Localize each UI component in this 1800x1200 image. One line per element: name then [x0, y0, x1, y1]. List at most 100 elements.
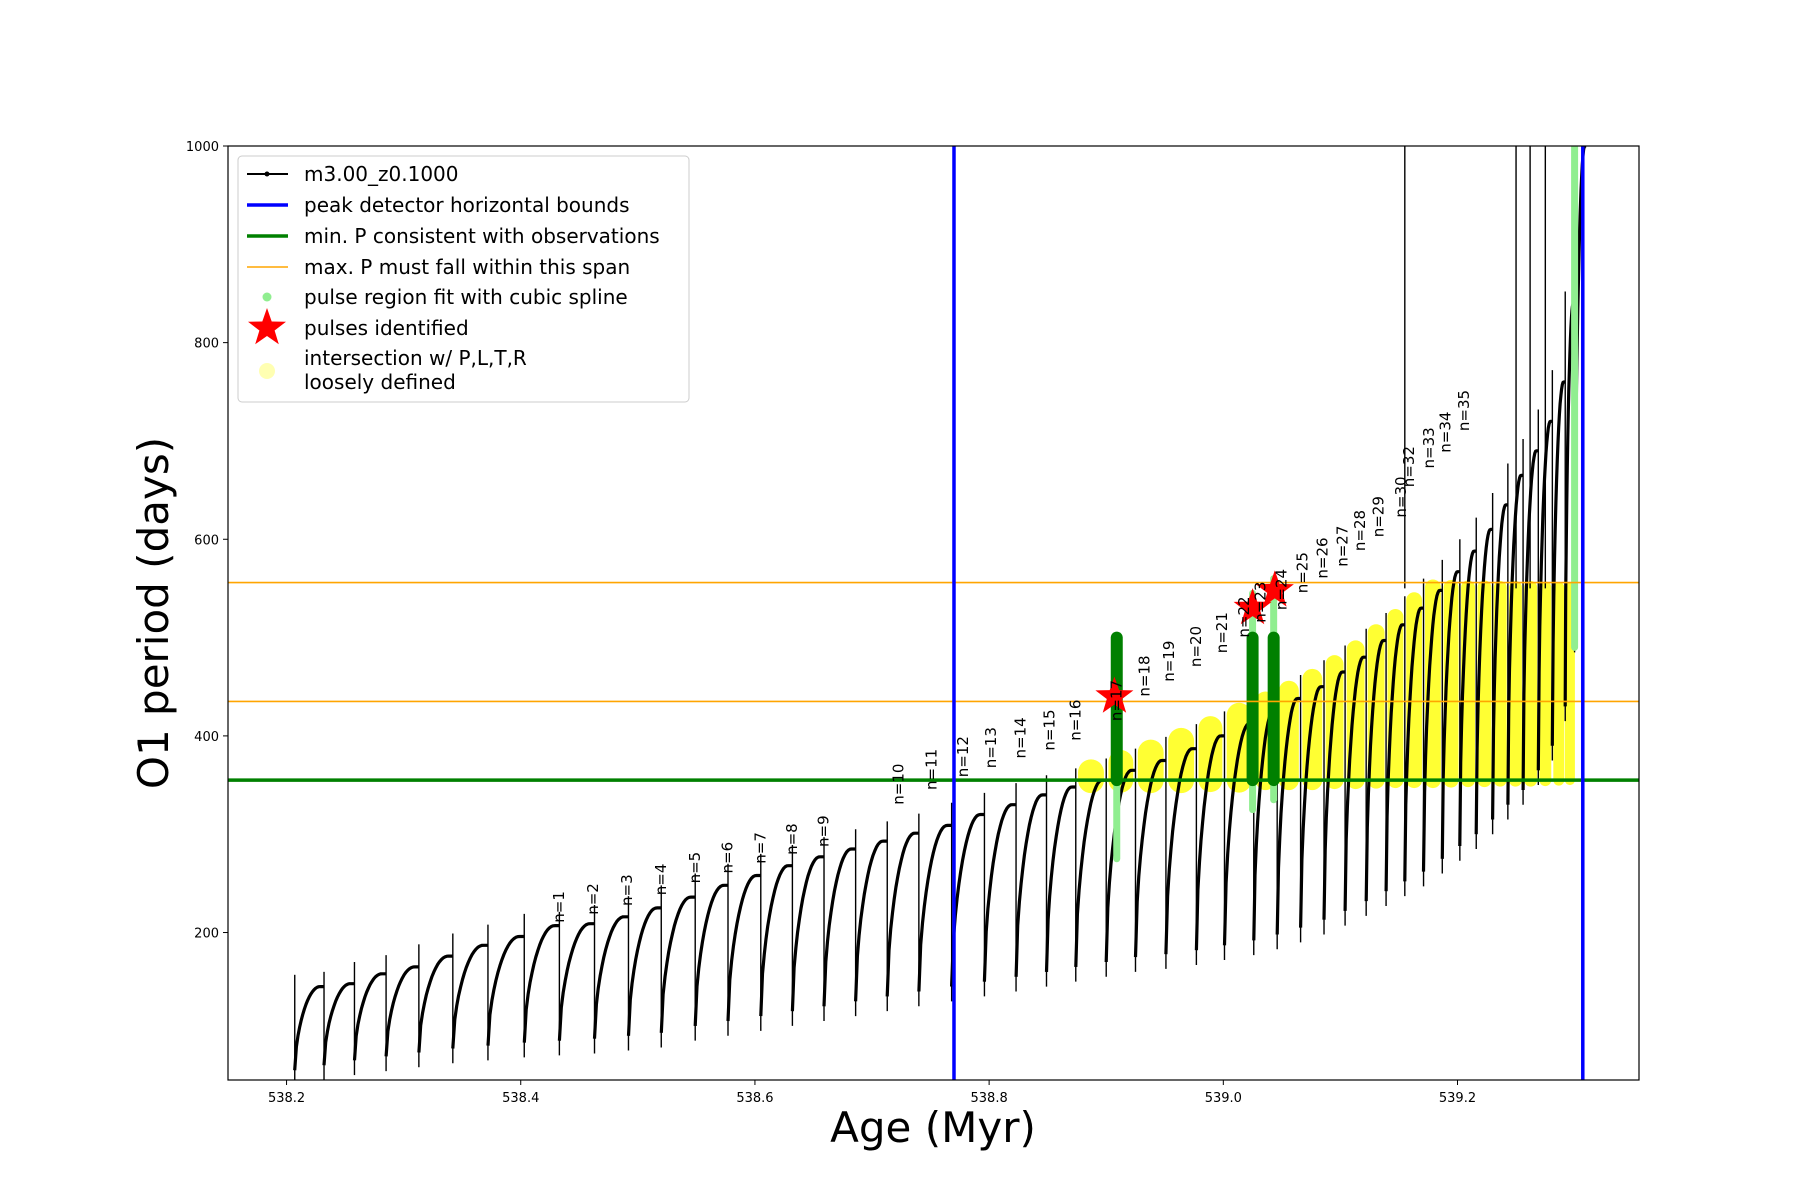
- pulse-label: n=33: [1420, 427, 1438, 468]
- pulse-label: n=15: [1041, 709, 1059, 750]
- plot-frame: [227, 145, 1640, 1081]
- pulse-star: [1255, 570, 1294, 607]
- track-segment: [592, 915, 629, 1039]
- pulse-label: n=22: [1235, 596, 1253, 637]
- y-tick-label: 600: [194, 533, 219, 548]
- pulse-label: n=1: [550, 891, 568, 923]
- track-segment: [322, 982, 355, 1066]
- y-tick-label: 800: [194, 337, 219, 352]
- track-segment: [486, 934, 524, 1046]
- pulse-label: n=23: [1252, 582, 1270, 623]
- pulse-label: n=27: [1333, 526, 1351, 567]
- track-segment: [451, 943, 488, 1049]
- x-tick-label: 538.8: [971, 1091, 1008, 1106]
- legend-label: intersection w/ P,L,T,R: [304, 346, 527, 370]
- legend-label: max. P must fall within this span: [304, 255, 630, 279]
- track-segment: [557, 922, 595, 1041]
- track-segment: [1458, 549, 1477, 847]
- pulse-star: [1095, 676, 1134, 713]
- track-segment: [982, 803, 1016, 982]
- pulse-label: n=7: [752, 832, 770, 864]
- track-segment: [522, 924, 559, 1043]
- track-segment: [1421, 588, 1443, 872]
- pulse-label: n=34: [1437, 412, 1455, 453]
- track-segment: [352, 972, 386, 1061]
- plot-area: [228, 146, 1639, 1080]
- track-segment: [1550, 380, 1566, 746]
- pulse-label: n=17: [1107, 680, 1125, 721]
- legend-label: peak detector horizontal bounds: [304, 193, 630, 217]
- track-segment: [854, 839, 887, 1002]
- axes: 538.2 538.4 538.6 538.8 539.0 539.2 200 400 600 8…: [186, 140, 1476, 1106]
- pulse-label: n=10: [890, 764, 908, 805]
- track-segment: [1384, 623, 1406, 892]
- track-segment: [1474, 527, 1494, 835]
- legend-box: [237, 155, 690, 403]
- pulse-label: n=29: [1370, 496, 1388, 537]
- track-segment: [384, 965, 419, 1057]
- pulse-label: n=5: [686, 852, 704, 884]
- legend-handle-intersection: [259, 363, 275, 379]
- pulse-label: n=14: [1011, 717, 1029, 758]
- track-segment: [790, 855, 824, 1012]
- x-tick-label: 538.4: [502, 1091, 539, 1106]
- pulse-label: n=18: [1136, 655, 1154, 696]
- x-tick-label: 539.2: [1439, 1091, 1476, 1106]
- track-segment: [726, 873, 761, 1022]
- track-segment: [1044, 785, 1076, 972]
- pulse-label: n=4: [652, 864, 670, 896]
- legend-handle-dot: [264, 171, 270, 177]
- pulse-label: n=11: [922, 749, 940, 790]
- pulse-label: n=19: [1160, 641, 1178, 682]
- pulse-label: n=32: [1400, 446, 1418, 487]
- track-segment: [1014, 793, 1047, 977]
- track-segment: [1275, 696, 1301, 935]
- track-segment: [1364, 638, 1387, 902]
- pulse-label: n=26: [1314, 537, 1332, 578]
- track-segment: [917, 823, 952, 992]
- x-tick-label: 538.2: [268, 1091, 305, 1106]
- pulse-label: n=25: [1294, 552, 1312, 593]
- track-segment: [417, 954, 453, 1053]
- y-axis-title: O1 period (days): [129, 437, 178, 789]
- pulse-label: n=16: [1067, 700, 1085, 741]
- pulse-star: [1233, 588, 1272, 625]
- track-segment: [693, 883, 728, 1026]
- legend-label: pulses identified: [304, 316, 469, 340]
- pulse-label: n=9: [815, 815, 833, 847]
- track-segment: [1491, 503, 1509, 820]
- y-tick-label: 200: [194, 927, 219, 942]
- legend-label: m3.00_z0.1000: [304, 162, 459, 186]
- x-tick-label: 538.6: [736, 1091, 773, 1106]
- pulse-label: n=35: [1455, 390, 1473, 431]
- track-segment: [293, 985, 324, 1071]
- pulse-label: n=13: [982, 727, 1000, 768]
- pulse-label: n=24: [1273, 569, 1291, 610]
- pulse-label: n=12: [954, 736, 972, 777]
- pulse-label: n=21: [1213, 612, 1231, 653]
- y-tick-label: 1000: [186, 140, 219, 155]
- track-segment: [1403, 606, 1424, 882]
- track-segment: [626, 906, 661, 1036]
- legend-label: pulse region fit with cubic spline: [304, 285, 628, 309]
- track-segment: [1164, 747, 1197, 955]
- track-segment: [1104, 768, 1136, 963]
- y-tick-label: 400: [194, 730, 219, 745]
- pulse-labels: n=1 n=2 n=3 n=4 n=5 n=6 n=7 n=8 n=9 n=10 n=11 n=12 n…: [550, 390, 1473, 923]
- track-segment: [822, 847, 856, 1007]
- pulse-label: n=28: [1351, 510, 1369, 551]
- pulse-label: n=8: [783, 823, 801, 855]
- pulse-label: n=6: [719, 842, 737, 874]
- track-segment: [885, 831, 919, 997]
- pulse-label: n=20: [1187, 626, 1205, 667]
- track-segment: [659, 895, 695, 1033]
- pulse-label: n=2: [584, 883, 602, 915]
- legend-handle-spline: [262, 292, 272, 302]
- legend-label: min. P consistent with observations: [304, 224, 660, 248]
- track-segment: [1194, 734, 1225, 951]
- pulse-label: n=30: [1392, 476, 1410, 517]
- track-segment: [1133, 758, 1166, 958]
- track-segment: [1440, 570, 1461, 859]
